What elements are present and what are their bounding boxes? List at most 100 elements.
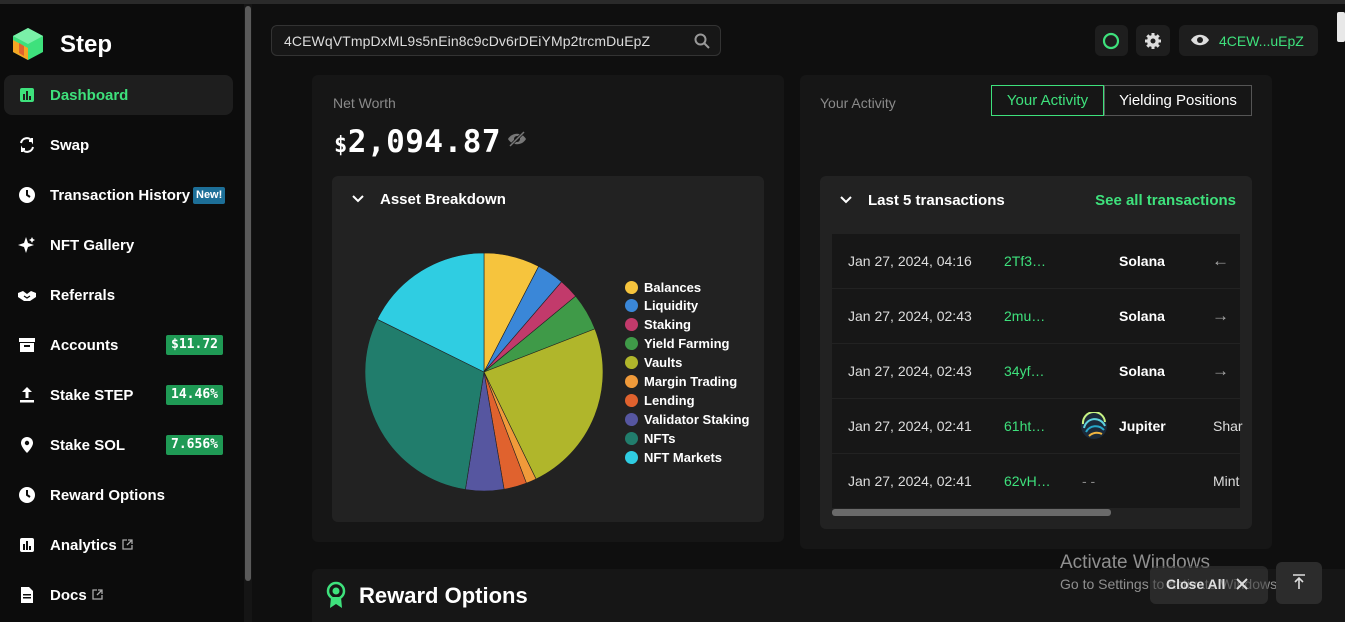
- clock-icon: [19, 187, 35, 203]
- pie-slice-nft-markets[interactable]: [376, 252, 485, 373]
- legend-item[interactable]: Validator Staking: [625, 411, 749, 427]
- tx-hash-link[interactable]: 2Tf3…: [1004, 253, 1047, 269]
- tx-hash-link[interactable]: 61ht…: [1004, 418, 1046, 434]
- legend-item[interactable]: NFTs: [625, 430, 676, 446]
- location-pin-icon: [21, 437, 33, 453]
- sidebar-item-dashboard[interactable]: Dashboard: [4, 75, 233, 115]
- sidebar-item-docs[interactable]: Docs: [4, 575, 233, 615]
- sidebar-item-label: Stake SOL: [50, 436, 126, 454]
- sidebar-item-nft-gallery[interactable]: NFT Gallery: [4, 225, 233, 265]
- transactions-horizontal-scrollbar[interactable]: [832, 509, 1111, 516]
- sidebar-item-swap[interactable]: Swap: [4, 125, 233, 165]
- sidebar-item-label: Analytics: [50, 537, 133, 554]
- clock-icon: [19, 487, 35, 503]
- scroll-to-top-button[interactable]: [1276, 562, 1322, 604]
- tx-hash-link[interactable]: 62vH…: [1004, 473, 1051, 489]
- sidebar-item-label: Transaction History: [50, 186, 191, 204]
- sidebar-item-accounts[interactable]: Accounts $11.72: [4, 325, 233, 365]
- sidebar-item-stake-sol[interactable]: Stake SOL 7.656%: [4, 425, 233, 465]
- refresh-button[interactable]: [1095, 25, 1128, 56]
- legend-label: Yield Farming: [644, 336, 730, 352]
- net-worth-value: $2,094.87: [334, 124, 502, 160]
- sidebar-scrollbar-thumb[interactable]: [245, 6, 251, 581]
- pie-slice-nfts[interactable]: [364, 318, 485, 490]
- app-name[interactable]: Step: [60, 31, 113, 58]
- legend-swatch: [625, 412, 638, 426]
- legend-label: Vaults: [644, 355, 683, 371]
- step-logo-icon[interactable]: [10, 26, 46, 62]
- legend-item[interactable]: Staking: [625, 317, 691, 333]
- chevron-down-icon[interactable]: [840, 196, 852, 204]
- tx-hash-link[interactable]: 2mu…: [1004, 308, 1046, 324]
- close-all-label: Close All: [1166, 576, 1226, 592]
- loading-ring-icon: [1102, 32, 1120, 50]
- table-row[interactable]: Jan 27, 2024, 02:41 62vH… - - Mint: [832, 454, 1240, 508]
- tx-platform: Solana: [1119, 308, 1165, 324]
- legend-item[interactable]: NFT Markets: [625, 449, 722, 465]
- table-row[interactable]: Jan 27, 2024, 02:43 34yf… Solana →: [832, 344, 1240, 398]
- sidebar-item-referrals[interactable]: Referrals: [4, 275, 233, 315]
- tab-your-activity[interactable]: Your Activity: [991, 85, 1104, 116]
- archive-icon: [19, 338, 35, 352]
- legend-item[interactable]: Margin Trading: [625, 374, 737, 390]
- legend-item[interactable]: Lending: [625, 392, 695, 408]
- close-icon: [1236, 578, 1248, 590]
- legend-item[interactable]: Yield Farming: [625, 336, 729, 352]
- legend-label: Lending: [644, 392, 695, 408]
- sidebar-item-stake-step[interactable]: Stake STEP 14.46%: [4, 375, 233, 415]
- legend-label: Margin Trading: [644, 374, 738, 389]
- accounts-value-badge: $11.72: [166, 335, 223, 355]
- chart-bar-icon: [20, 88, 34, 102]
- asset-breakdown-pie-chart: [364, 252, 604, 492]
- legend-label: NFT Markets: [644, 449, 723, 465]
- table-row[interactable]: Jan 27, 2024, 02:43 2mu… Solana →: [832, 289, 1240, 343]
- see-all-transactions-link[interactable]: See all transactions: [1095, 192, 1236, 209]
- sidebar-item-label: Docs: [50, 587, 103, 604]
- sidebar-item-label: Swap: [50, 136, 90, 154]
- sidebar-item-label: Reward Options: [50, 486, 166, 504]
- document-icon: [21, 587, 33, 603]
- legend-label: Validator Staking: [644, 411, 750, 427]
- legend-swatch: [625, 280, 638, 294]
- tx-date: Jan 27, 2024, 02:43: [848, 308, 972, 324]
- award-ribbon-icon: [326, 581, 346, 608]
- new-badge: New!: [193, 187, 226, 204]
- reward-options-title: Reward Options: [359, 583, 528, 608]
- sidebar-item-transaction-history[interactable]: Transaction History New!: [4, 175, 233, 215]
- wallet-search-input[interactable]: 4CEWqVTmpDxML9s5nEin8c9cDv6rDEiYMp2trcmD…: [271, 25, 721, 56]
- swap-icon: [20, 137, 34, 153]
- pie-slice-vaults[interactable]: [483, 328, 604, 480]
- tx-date: Jan 27, 2024, 02:43: [848, 363, 972, 379]
- legend-item[interactable]: Liquidity: [625, 298, 698, 314]
- transactions-panel: Last 5 transactions See all transactions…: [820, 176, 1252, 529]
- handshake-icon: [18, 291, 36, 301]
- tx-platform: - -: [1082, 473, 1096, 489]
- sidebar-scrollbar[interactable]: [244, 4, 252, 622]
- search-icon[interactable]: [694, 33, 710, 49]
- tx-date: Jan 27, 2024, 04:16: [848, 253, 972, 269]
- legend-swatch: [625, 337, 638, 351]
- legend-item[interactable]: Vaults: [625, 355, 682, 371]
- settings-button[interactable]: [1136, 25, 1170, 56]
- eye-off-icon[interactable]: [507, 131, 527, 147]
- legend-item[interactable]: Balances: [625, 279, 701, 295]
- tx-date: Jan 27, 2024, 02:41: [848, 418, 972, 434]
- chevron-down-icon[interactable]: [352, 195, 364, 203]
- sidebar-item-reward-options[interactable]: Reward Options: [4, 475, 233, 515]
- tx-hash-link[interactable]: 34yf…: [1004, 363, 1045, 379]
- wallet-button[interactable]: 4CEW...uEpZ: [1179, 25, 1318, 56]
- legend-swatch: [625, 393, 638, 407]
- page-scrollbar-thumb[interactable]: [1337, 12, 1345, 42]
- arrow-left-icon: ←: [1212, 251, 1229, 270]
- chart-bar-icon: [20, 538, 34, 552]
- legend-label: Balances: [644, 279, 702, 295]
- table-row[interactable]: Jan 27, 2024, 02:41 61ht… Jupiter Shar: [832, 399, 1243, 453]
- tx-date: Jan 27, 2024, 02:41: [848, 473, 972, 489]
- sidebar-item-analytics[interactable]: Analytics: [4, 525, 233, 565]
- tab-yielding-positions[interactable]: Yielding Positions: [1104, 85, 1252, 116]
- legend-swatch: [625, 299, 638, 313]
- gear-icon: [1145, 33, 1161, 49]
- table-row[interactable]: Jan 27, 2024, 04:16 2Tf3… Solana ←: [832, 234, 1240, 288]
- stake-sol-apy-badge: 7.656%: [166, 435, 223, 455]
- close-all-button[interactable]: Close All: [1150, 566, 1268, 604]
